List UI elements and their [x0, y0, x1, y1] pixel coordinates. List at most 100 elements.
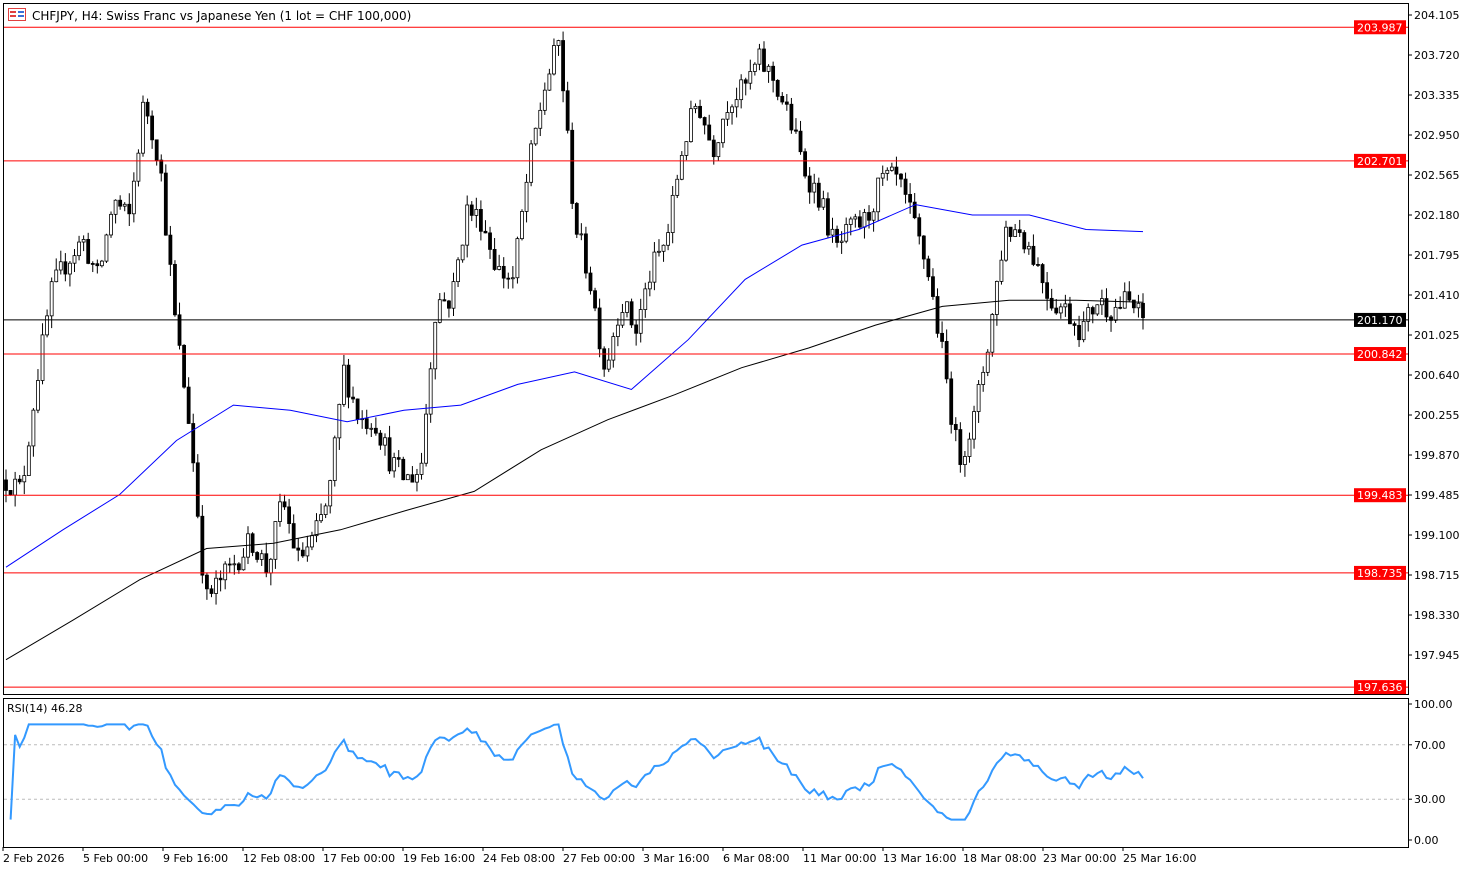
- bull-candle: [268, 558, 273, 574]
- bull-candle: [337, 403, 342, 439]
- bear-candle: [707, 124, 712, 141]
- price-tick-label: 200.255: [1414, 409, 1460, 422]
- level-label: 200.842: [1357, 348, 1403, 361]
- bear-candle: [282, 501, 287, 508]
- time-tick-label: 18 Mar 08:00: [963, 852, 1036, 865]
- bull-candle: [880, 172, 885, 179]
- time-tick-label: 3 Mar 16:00: [643, 852, 709, 865]
- bear-candle: [798, 130, 803, 153]
- bear-candle: [95, 263, 100, 267]
- bull-candle: [529, 143, 534, 183]
- time-tick-label: 27 Feb 00:00: [563, 852, 635, 865]
- bull-candle: [273, 521, 278, 560]
- rsi-tick-label: 100.00: [1414, 698, 1453, 711]
- bear-candle: [1090, 307, 1095, 315]
- bear-candle: [775, 79, 780, 97]
- bull-candle: [999, 259, 1004, 282]
- bear-candle: [209, 588, 214, 594]
- bear-candle: [1036, 264, 1040, 266]
- bull-candle: [1086, 307, 1091, 322]
- bear-candle: [593, 290, 597, 309]
- bull-candle: [232, 563, 237, 566]
- rsi-tick-label: 30.00: [1414, 793, 1446, 806]
- bull-candle: [533, 127, 538, 145]
- bear-candle: [570, 129, 575, 204]
- bull-candle: [716, 142, 721, 158]
- price-tick-label: 201.795: [1414, 249, 1460, 262]
- bear-candle: [1017, 229, 1022, 233]
- bull-candle: [848, 218, 853, 225]
- bear-candle: [912, 201, 917, 219]
- level-label: 199.483: [1357, 489, 1403, 502]
- bear-candle: [145, 101, 150, 117]
- bull-candle: [22, 475, 27, 483]
- bear-candle: [634, 324, 639, 334]
- level-badge: [1354, 680, 1406, 695]
- bull-candle: [1113, 306, 1118, 321]
- bull-candle: [889, 166, 894, 171]
- bear-candle: [1072, 323, 1077, 326]
- bull-candle: [757, 48, 762, 65]
- bear-candle: [159, 159, 164, 174]
- bear-candle: [857, 216, 862, 228]
- bear-candle: [483, 230, 488, 234]
- bull-candle: [520, 211, 524, 240]
- bull-candle: [689, 108, 693, 143]
- bear-candle: [1141, 302, 1145, 319]
- price-tick-label: 198.715: [1414, 569, 1460, 582]
- bear-candle: [1131, 299, 1136, 309]
- current-price-badge: [1354, 312, 1406, 327]
- bull-candle: [433, 321, 438, 370]
- bull-candle: [81, 239, 86, 243]
- bear-candle: [378, 432, 383, 446]
- bear-candle: [287, 506, 292, 524]
- bear-candle: [803, 151, 807, 177]
- level-label: 198.735: [1357, 567, 1403, 580]
- bear-candle: [702, 117, 707, 126]
- bull-candle: [369, 427, 374, 430]
- level-badge: [1354, 20, 1406, 35]
- bear-candle: [958, 429, 963, 465]
- bull-candle: [1095, 304, 1100, 315]
- bull-candle: [725, 112, 730, 120]
- bear-candle: [501, 265, 506, 279]
- bull-candle: [752, 63, 757, 72]
- bear-candle: [163, 172, 168, 236]
- bear-candle: [588, 272, 593, 292]
- bear-candle: [401, 458, 406, 481]
- bear-candle: [218, 577, 223, 581]
- bull-candle: [853, 216, 858, 220]
- bull-candle: [1136, 302, 1141, 309]
- bear-candle: [410, 474, 415, 483]
- bull-candle: [547, 73, 552, 91]
- time-tick-label: 9 Feb 16:00: [163, 852, 228, 865]
- bear-candle: [1040, 264, 1045, 284]
- rsi-tick-label: 0.00: [1414, 834, 1439, 847]
- bear-candle: [816, 182, 821, 208]
- bull-candle: [424, 413, 428, 464]
- bull-candle: [465, 204, 470, 246]
- bear-candle: [931, 276, 935, 297]
- bear-candle: [1031, 245, 1036, 265]
- bear-candle: [255, 552, 260, 560]
- bull-candle: [13, 478, 18, 496]
- bull-candle: [666, 232, 671, 246]
- bull-candle: [830, 228, 835, 236]
- bull-candle: [862, 212, 867, 228]
- bull-candle: [812, 182, 817, 193]
- bear-candle: [1068, 303, 1072, 325]
- level-label: 197.636: [1357, 681, 1403, 694]
- price-tick-label: 197.945: [1414, 649, 1460, 662]
- bear-candle: [90, 263, 95, 265]
- bull-candle: [670, 194, 675, 234]
- time-tick-label: 6 Mar 08:00: [723, 852, 789, 865]
- bull-candle: [981, 371, 986, 385]
- bear-candle: [1008, 226, 1013, 237]
- bull-candle: [990, 314, 995, 353]
- bear-candle: [355, 398, 360, 420]
- bull-candle: [68, 262, 72, 275]
- bear-candle: [346, 364, 351, 398]
- bull-candle: [606, 359, 611, 370]
- bull-candle: [739, 79, 744, 101]
